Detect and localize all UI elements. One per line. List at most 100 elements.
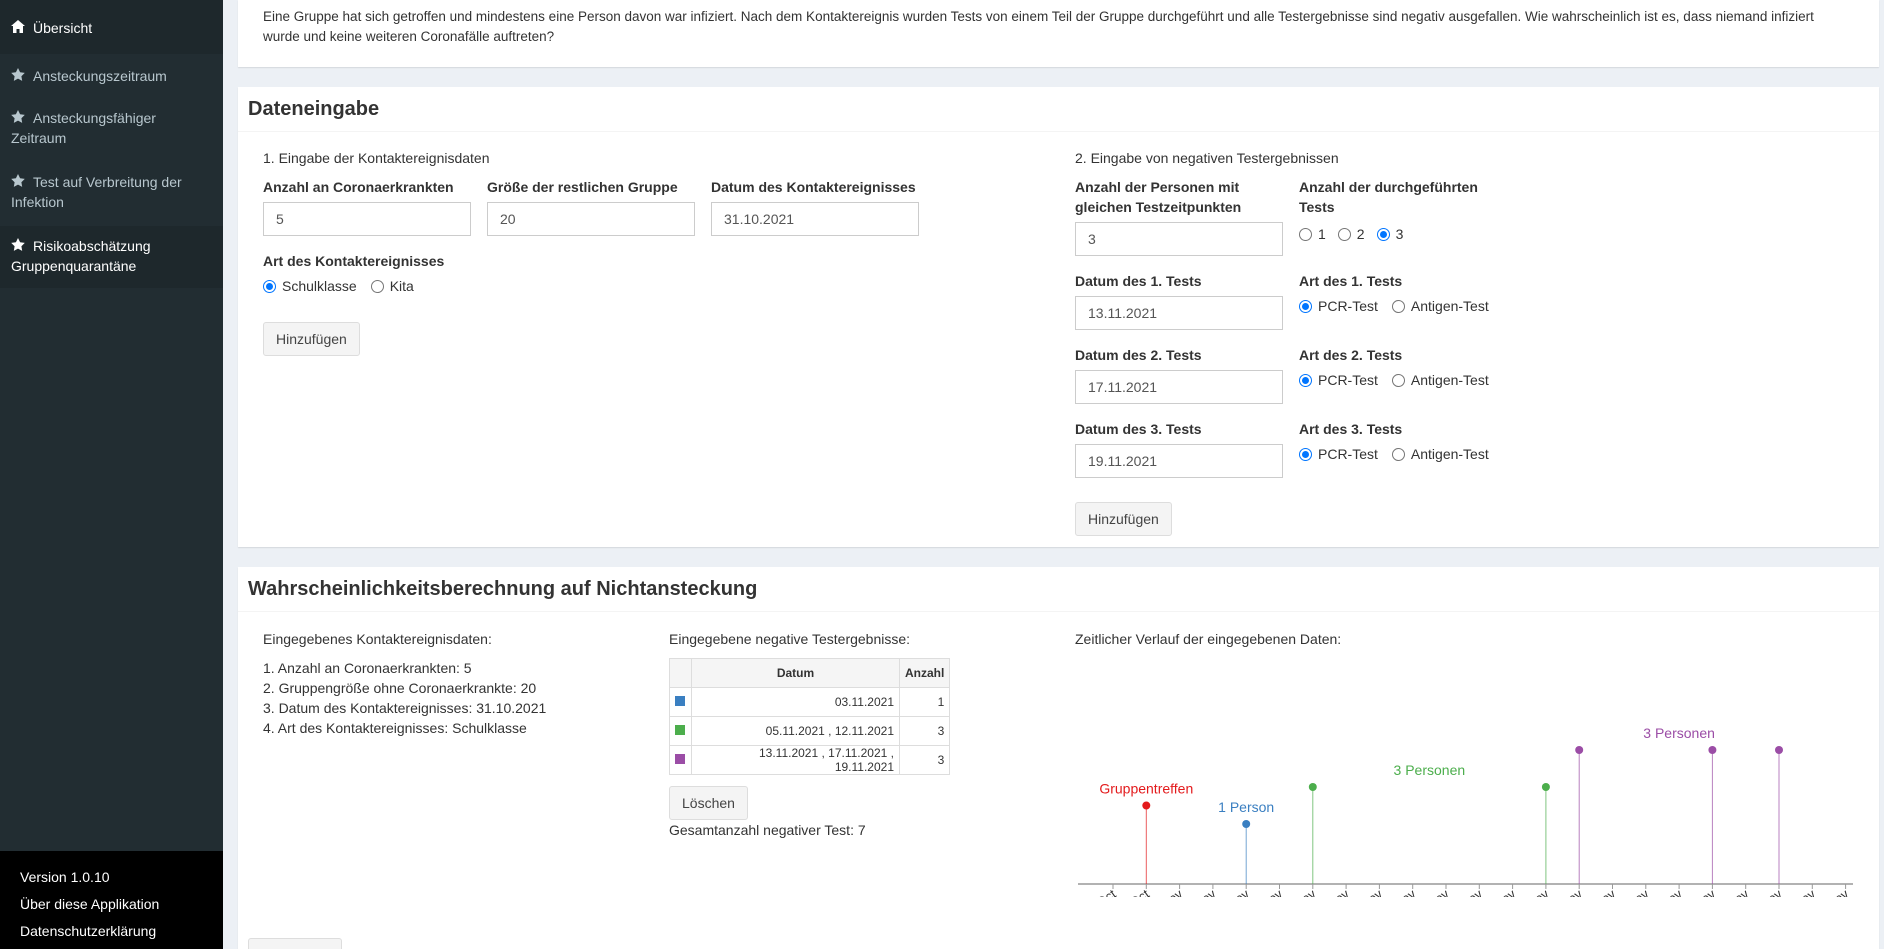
add-tests-button[interactable]: Hinzufügen (1075, 502, 1172, 536)
sidebar-item-label: Ansteckungsfähiger Zeitraum (11, 110, 156, 146)
test-2-type-label: Art des 2. Tests (1299, 347, 1403, 363)
sidebar-item-label: Test auf Verbreitung der Infektion (11, 174, 182, 210)
test-count-radio-group: 1 2 3 (1299, 226, 1417, 242)
event-label: 3 Personen (1394, 762, 1466, 778)
radio-button[interactable] (1299, 299, 1312, 313)
test-3-date-label: Datum des 3. Tests (1075, 421, 1202, 437)
privacy-link[interactable]: Datenschutzerklärung (20, 923, 157, 939)
radio-button[interactable] (1391, 447, 1405, 461)
radio-button[interactable] (263, 279, 276, 293)
home-icon (11, 18, 29, 38)
event-point (1242, 820, 1251, 828)
radio-button[interactable] (1376, 227, 1390, 241)
summary-heading: Eingegebenes Kontaktereignisdaten: (263, 631, 492, 647)
radio-button[interactable] (1299, 447, 1312, 461)
radio-button[interactable] (1337, 227, 1351, 241)
test-3-date-input[interactable]: 19.11.2021 (1075, 444, 1283, 478)
tests-heading: 2. Eingabe von negativen Testergebnissen (1075, 150, 1339, 166)
radio-label: PCR-Test (1318, 298, 1378, 314)
radio-antigen-test[interactable]: Antigen-Test (1391, 372, 1489, 388)
test-1-type-radio-group: PCR-Test Antigen-Test (1299, 298, 1503, 314)
radio-button[interactable] (1299, 227, 1312, 241)
radio-label: Antigen-Test (1410, 446, 1489, 462)
infected-input[interactable]: 5 (263, 202, 471, 236)
event-point (1775, 746, 1783, 754)
radio-schulklasse[interactable]: Schulklasse (263, 278, 357, 294)
result-title: Wahrscheinlichkeitsberechnung auf Nichta… (238, 567, 1879, 612)
radio-antigen-test[interactable]: Antigen-Test (1391, 298, 1489, 314)
radio-antigen-test[interactable]: Antigen-Test (1391, 446, 1489, 462)
radio-button[interactable] (1391, 373, 1405, 387)
x-tick-label: Oct (1068, 896, 1082, 897)
sidebar-item-test-verbreitung[interactable]: Test auf Verbreitung der Infektion (0, 162, 223, 226)
test-3-type-radio-group: PCR-Test Antigen-Test (1299, 446, 1503, 462)
sidebar-item-ansteckungszeitraum[interactable]: Ansteckungszeitraum (0, 54, 223, 98)
table-header: Datum (691, 658, 900, 688)
sidebar-item-risikoabschaetzung[interactable]: Risikoabschätzung Gruppenquarantäne (0, 226, 223, 288)
radio-button[interactable] (370, 279, 384, 293)
infected-label: Anzahl an Coronaerkrankten (263, 179, 454, 195)
sidebar-footer: Version 1.0.10 Über diese Applikation Da… (0, 851, 223, 949)
radio-pcr-test[interactable]: PCR-Test (1299, 298, 1378, 314)
summary-item: 2. Gruppengröße ohne Coronaerkrankte: 20 (263, 680, 537, 696)
table-row: 03.11.2021 1 (669, 687, 951, 717)
dateneingabe-title: Dateneingabe (238, 87, 1879, 132)
radio-pcr-test[interactable]: PCR-Test (1299, 446, 1378, 462)
radio-label: Schulklasse (282, 278, 357, 294)
summary-item: 4. Art des Kontaktereignisses: Schulklas… (263, 720, 527, 736)
summary-list: 1. Anzahl an Coronaerkrankten: 5 2. Grup… (263, 658, 546, 738)
radio-button[interactable] (1299, 373, 1312, 387)
radio-kita[interactable]: Kita (370, 278, 414, 294)
test-count-label: Anzahl der durchgeführten Tests (1299, 179, 1478, 215)
radio-label: Antigen-Test (1410, 298, 1489, 314)
event-point (1708, 746, 1717, 754)
event-label: 1 Person (1218, 799, 1274, 815)
group-size-input[interactable]: 20 (487, 202, 695, 236)
radio-count-2[interactable]: 2 (1337, 226, 1365, 242)
radio-label: 2 (1356, 226, 1365, 242)
event-point (1308, 783, 1317, 791)
contact-heading: 1. Eingabe der Kontaktereignisdaten (263, 150, 490, 166)
add-contact-button[interactable]: Hinzufügen (263, 322, 360, 356)
test-2-date-label: Datum des 2. Tests (1075, 347, 1202, 363)
table-row: 13.11.2021 , 17.11.2021 , 19.11.2021 3 (669, 745, 951, 775)
sidebar-item-uebersicht[interactable]: Übersicht (0, 0, 223, 54)
about-link[interactable]: Über diese Applikation (20, 896, 160, 912)
result-box: Wahrscheinlichkeitsberechnung auf Nichta… (238, 567, 1879, 949)
table-cell: 13.11.2021 , 17.11.2021 , 19.11.2021 (691, 745, 900, 775)
delete-button[interactable]: Löschen (669, 786, 748, 820)
test-1-date-label: Datum des 1. Tests (1075, 273, 1202, 289)
color-swatch (675, 754, 685, 764)
table-header (669, 658, 692, 688)
star-icon (11, 108, 29, 128)
version-label: Version 1.0.10 (20, 869, 110, 885)
table-row: 05.11.2021 , 12.11.2021 3 (669, 716, 951, 746)
star-icon (11, 236, 29, 256)
event-point (1142, 801, 1151, 810)
chart-heading: Zeitlicher Verlauf der eingegebenen Date… (1075, 631, 1342, 647)
test-1-date-input[interactable]: 13.11.2021 (1075, 296, 1283, 330)
radio-button[interactable] (1391, 299, 1405, 313)
sidebar-item-ansteckungsfaehiger-zeitraum[interactable]: Ansteckungsfähiger Zeitraum (0, 98, 223, 162)
radio-label: PCR-Test (1318, 372, 1378, 388)
summary-item: 1. Anzahl an Coronaerkrankten: 5 (263, 660, 472, 676)
table-cell: 1 (898, 687, 951, 717)
star-icon (11, 66, 29, 86)
radio-count-3[interactable]: 3 (1376, 226, 1404, 242)
contact-date-input[interactable]: 31.10.2021 (711, 202, 919, 236)
radio-label: 1 (1318, 226, 1326, 242)
table-cell: 3 (898, 745, 951, 775)
test-2-date-input[interactable]: 17.11.2021 (1075, 370, 1283, 404)
partial-button[interactable] (248, 938, 342, 949)
contact-type-label: Art des Kontaktereignisses (263, 253, 445, 269)
persons-input[interactable]: 3 (1075, 222, 1283, 256)
test-3-type-label: Art des 3. Tests (1299, 421, 1403, 437)
intro-text: Eine Gruppe hat sich getroffen und minde… (263, 9, 1814, 44)
table-cell-color (669, 716, 692, 746)
test-1-type-label: Art des 1. Tests (1299, 273, 1403, 289)
radio-pcr-test[interactable]: PCR-Test (1299, 372, 1378, 388)
radio-label: 3 (1395, 226, 1404, 242)
radio-count-1[interactable]: 1 (1299, 226, 1326, 242)
sidebar-item-label: Risikoabschätzung Gruppenquarantäne (11, 238, 151, 274)
tests-table: Datum Anzahl 03.11.2021 1 05.11.2021 , 1… (669, 658, 951, 775)
